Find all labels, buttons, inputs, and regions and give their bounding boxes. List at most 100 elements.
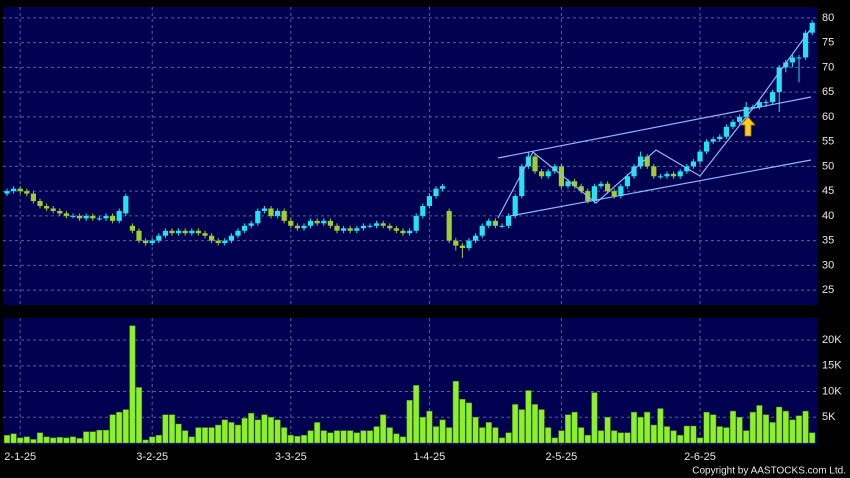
volume-bar (89, 431, 96, 444)
y-tick-label: 80 (822, 12, 834, 24)
volume-bar (512, 404, 519, 444)
candle (261, 205, 267, 214)
x-tick-label: 1-4-25 (414, 451, 446, 463)
volume-bar (116, 411, 123, 444)
candle (440, 183, 446, 192)
volume-bar (446, 427, 453, 444)
candle (710, 136, 716, 145)
candle-body (387, 225, 393, 229)
volume-bar (743, 430, 750, 444)
signal-arrow (740, 116, 756, 137)
candle (407, 228, 413, 236)
candle (57, 208, 63, 216)
candle-body (558, 166, 564, 187)
candle (11, 186, 17, 194)
candle (789, 55, 795, 68)
candle (77, 213, 83, 221)
candle (288, 218, 294, 229)
candle (136, 228, 142, 244)
volume-bar (762, 414, 770, 444)
trend-overlay (497, 29, 812, 219)
volume-bar (50, 437, 57, 444)
y-tick-label: 75 (822, 37, 834, 49)
candle (446, 208, 452, 244)
candle (37, 198, 43, 209)
volume-bar (677, 435, 684, 444)
candle-body (341, 228, 347, 231)
candle-body (288, 220, 294, 226)
candle-body (473, 235, 479, 241)
candle (242, 223, 248, 234)
candle-body (704, 141, 710, 152)
candle-body (57, 210, 63, 214)
volume-bar (723, 427, 730, 444)
volume-bar (76, 438, 83, 444)
candle-body (275, 210, 281, 216)
candle (664, 171, 670, 179)
candle (519, 163, 525, 199)
candle-body (803, 32, 809, 58)
volume-bar (604, 417, 611, 444)
candle-body (446, 210, 452, 241)
volume-bar (69, 436, 77, 444)
candle (24, 188, 30, 197)
candle-body (809, 22, 815, 33)
y-tick-label: 40 (822, 210, 834, 222)
candle (552, 163, 558, 174)
candle-body (30, 193, 36, 202)
candle-body (255, 210, 261, 224)
candle-body (374, 223, 380, 226)
y-tick-label: 15K (822, 360, 842, 372)
candle (248, 220, 254, 229)
candle-body (789, 57, 795, 63)
candle-body (354, 228, 360, 231)
candle (281, 208, 287, 224)
volume-bar (459, 399, 466, 444)
grid (3, 7, 817, 445)
volume-bar (432, 426, 440, 444)
candle-body (321, 220, 327, 224)
volume-bar (347, 430, 354, 444)
candle-body (261, 208, 267, 211)
x-tick-label: 3-2-25 (136, 451, 168, 463)
candle (123, 193, 129, 216)
candle (809, 20, 815, 36)
candle (730, 119, 736, 130)
candle-body (723, 126, 729, 137)
volume-bar (353, 432, 360, 444)
candle-body (605, 183, 611, 192)
candle (466, 238, 472, 251)
candle-body (453, 240, 459, 246)
candle-body (400, 230, 406, 234)
y-tick-label: 50 (822, 160, 834, 172)
candle-body (433, 188, 439, 197)
x-tick-label: 2-6-25 (684, 451, 716, 463)
candle-body (611, 191, 617, 197)
y-tick-label: 10K (822, 385, 842, 397)
candle-body (242, 225, 248, 231)
volume-bar (281, 427, 288, 444)
candle-body (235, 230, 241, 236)
candle-body (248, 223, 254, 226)
volume-bar (129, 325, 136, 444)
candle-body (479, 225, 485, 236)
candle-body (11, 188, 17, 192)
candle (558, 163, 564, 189)
channel-lower (509, 159, 812, 217)
candle-body (136, 230, 142, 241)
candle-body (215, 240, 221, 244)
candle (459, 243, 465, 258)
volume-bar (617, 432, 624, 444)
candle-body (770, 92, 776, 103)
candle-body (466, 240, 472, 249)
candle (803, 30, 809, 60)
volume-bar (30, 439, 37, 444)
volume-bar (518, 409, 525, 444)
candle-body (796, 57, 802, 59)
candle-body (202, 233, 208, 236)
candle-body (103, 215, 109, 219)
volume-bar (505, 432, 512, 444)
volume-bar (650, 424, 657, 444)
candle (479, 223, 485, 239)
candle (50, 205, 56, 214)
